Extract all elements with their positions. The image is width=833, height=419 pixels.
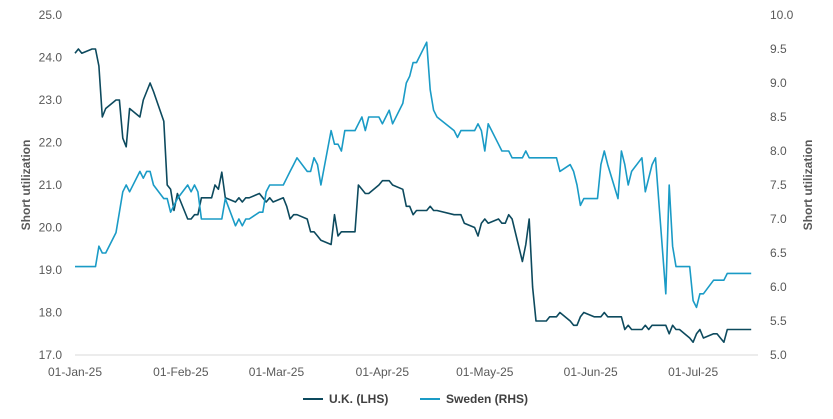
y-right-tick-label: 6.0 [770, 280, 787, 294]
y-right-tick-labels: 5.0 5.5 6.0 6.5 7.0 7.5 8.0 8.5 9.0 9.5 10.0 [770, 8, 794, 362]
series-line-sweden [75, 41, 752, 309]
y-left-tick-label: 23.0 [39, 93, 63, 107]
x-tick-label: 01-May-25 [456, 365, 514, 379]
legend-label: Sweden (RHS) [446, 392, 528, 406]
y-left-tick-label: 22.0 [39, 136, 63, 150]
series-line-uk [74, 48, 752, 343]
y-right-tick-label: 8.0 [770, 144, 787, 158]
y-left-tick-label: 19.0 [39, 263, 63, 277]
y-left-tick-label: 25.0 [39, 8, 63, 22]
y-right-tick-label: 5.5 [770, 314, 787, 328]
y-left-tick-labels: 17.0 18.0 19.0 20.0 21.0 22.0 23.0 24.0 25.0 [39, 8, 63, 362]
x-tick-label: 01-Mar-25 [249, 365, 305, 379]
y-left-tick-label: 17.0 [39, 348, 63, 362]
x-tick-label: 01-Jul-25 [668, 365, 718, 379]
y-right-tick-label: 7.0 [770, 212, 787, 226]
y-left-tick-label: 18.0 [39, 306, 63, 320]
y-left-tick-label: 21.0 [39, 178, 63, 192]
x-tick-label: 01-Jun-25 [564, 365, 618, 379]
y-axis-right-title: Short utilization [801, 140, 815, 231]
y-right-tick-label: 10.0 [770, 8, 794, 22]
y-right-tick-label: 7.5 [770, 178, 787, 192]
series-lines [74, 41, 752, 343]
y-right-tick-label: 8.5 [770, 110, 787, 124]
legend-label: U.K. (LHS) [329, 392, 388, 406]
y-right-tick-label: 9.5 [770, 42, 787, 56]
y-left-tick-label: 24.0 [39, 51, 63, 65]
y-left-tick-label: 20.0 [39, 221, 63, 235]
y-right-tick-label: 9.0 [770, 76, 787, 90]
y-right-tick-label: 6.5 [770, 246, 787, 260]
y-axis-left-title: Short utilization [19, 140, 33, 231]
x-tick-label: 01-Feb-25 [153, 365, 209, 379]
x-tick-labels: 01-Jan-25 01-Feb-25 01-Mar-25 01-Apr-25 01-M… [48, 365, 718, 379]
x-tick-label: 01-Apr-25 [356, 365, 410, 379]
y-right-tick-label: 5.0 [770, 348, 787, 362]
x-tick-label: 01-Jan-25 [48, 365, 102, 379]
legend: U.K. (LHS) Sweden (RHS) [303, 392, 528, 406]
